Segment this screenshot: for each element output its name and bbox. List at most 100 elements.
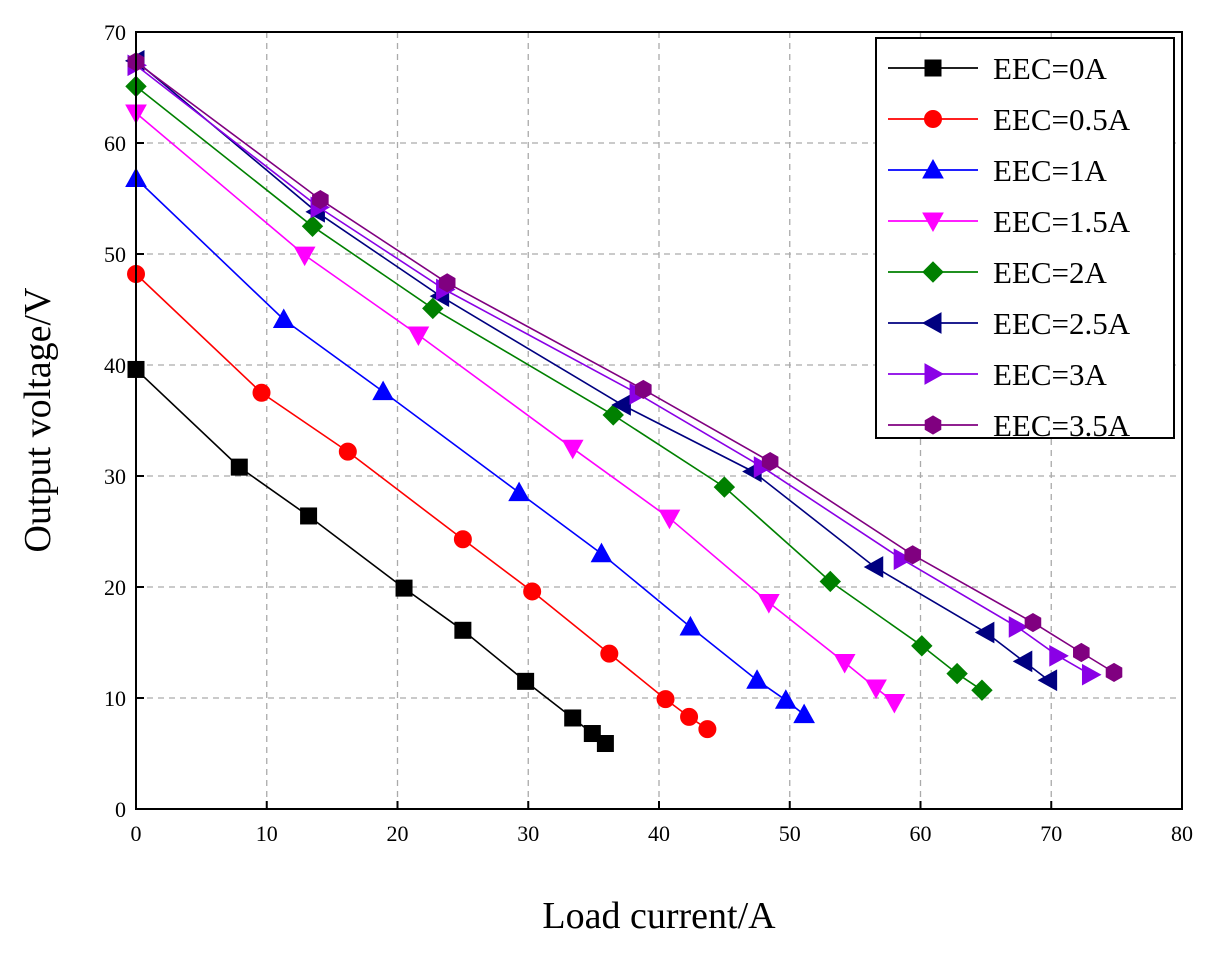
legend-label: EEC=1.5A xyxy=(993,204,1131,239)
legend-marker xyxy=(924,110,942,128)
data-point xyxy=(863,556,884,578)
data-point xyxy=(1105,662,1123,683)
data-point xyxy=(883,693,906,714)
legend-marker xyxy=(921,312,942,334)
data-point xyxy=(746,669,768,689)
data-point xyxy=(1073,642,1090,663)
legend-item: EEC=3A xyxy=(888,357,1108,392)
x-tick-label: 60 xyxy=(910,821,932,846)
legend-label: EEC=2.5A xyxy=(993,306,1131,341)
data-point xyxy=(602,404,624,426)
legend-label: EEC=2A xyxy=(993,255,1108,290)
data-point xyxy=(438,273,456,293)
data-point xyxy=(407,326,430,347)
data-point xyxy=(761,451,779,472)
legend-label: EEC=0A xyxy=(993,51,1108,86)
data-point xyxy=(312,190,329,210)
y-axis-title: Output voltage/V xyxy=(17,287,59,552)
data-point xyxy=(454,621,472,639)
data-point xyxy=(453,530,472,549)
legend-item: EEC=0A xyxy=(888,51,1108,86)
series-line xyxy=(135,368,606,745)
legend-label: EEC=0.5A xyxy=(993,102,1131,137)
legend-label: EEC=3.5A xyxy=(993,408,1131,443)
data-point xyxy=(564,709,582,727)
data-point xyxy=(680,707,699,726)
legend-label: EEC=1A xyxy=(993,153,1108,188)
y-tick-label: 10 xyxy=(104,686,126,711)
data-point xyxy=(272,308,295,328)
data-point xyxy=(422,297,444,320)
data-point xyxy=(911,635,933,657)
data-point xyxy=(1008,616,1029,638)
data-point xyxy=(300,507,318,525)
data-point xyxy=(1024,612,1042,633)
series-0 xyxy=(127,360,614,753)
data-point xyxy=(713,476,736,498)
series-2 xyxy=(125,167,815,724)
legend-marker xyxy=(924,59,942,77)
data-point xyxy=(893,548,914,571)
x-tick-label: 50 xyxy=(779,821,801,846)
data-point xyxy=(679,615,702,636)
legend-item: EEC=2A xyxy=(888,255,1108,290)
data-point xyxy=(293,246,316,267)
data-point xyxy=(1081,663,1102,686)
x-tick-label: 20 xyxy=(387,821,409,846)
series-layer xyxy=(124,50,1123,753)
data-point xyxy=(656,690,675,709)
y-tick-label: 0 xyxy=(115,797,126,822)
x-axis-title: Load current/A xyxy=(542,895,776,937)
legend-item: EEC=1.5A xyxy=(888,204,1131,239)
series-4 xyxy=(125,75,993,701)
data-point xyxy=(517,672,535,690)
x-tick-label: 40 xyxy=(648,821,670,846)
data-point xyxy=(301,215,324,237)
data-point xyxy=(1012,650,1033,673)
series-3 xyxy=(125,104,906,714)
data-point xyxy=(793,703,815,724)
y-tick-label: 40 xyxy=(104,353,126,378)
data-point xyxy=(865,679,887,700)
data-point xyxy=(508,481,530,502)
data-point xyxy=(971,679,993,701)
data-point xyxy=(698,720,717,739)
data-point xyxy=(596,735,614,753)
data-point xyxy=(611,394,631,416)
legend-marker xyxy=(922,212,944,233)
legend-marker xyxy=(924,415,942,435)
data-point xyxy=(658,509,681,530)
data-point xyxy=(395,579,413,597)
x-tick-label: 0 xyxy=(131,821,142,846)
data-point xyxy=(1049,644,1069,667)
x-tick-label: 30 xyxy=(517,821,539,846)
data-point xyxy=(1037,669,1058,692)
y-tick-label: 30 xyxy=(104,464,126,489)
data-point xyxy=(338,442,357,461)
axis-ticks: 0 10 20 30 40 50 60 70 80 0 10 20 30 40 50 60 70 xyxy=(104,20,1193,846)
legend-item: EEC=3.5A xyxy=(888,408,1131,443)
series-line xyxy=(135,112,895,704)
data-point xyxy=(561,439,584,460)
legend-label: EEC=3A xyxy=(993,357,1108,392)
series-line xyxy=(135,273,708,730)
data-point xyxy=(523,582,542,601)
data-point xyxy=(230,458,248,476)
data-point xyxy=(252,383,271,402)
y-tick-label: 50 xyxy=(104,242,126,267)
legend-item: EEC=1A xyxy=(888,153,1108,188)
data-point xyxy=(372,380,394,401)
data-point xyxy=(904,545,921,565)
legend-marker xyxy=(922,261,944,283)
data-point xyxy=(757,594,780,614)
legend-marker xyxy=(922,158,944,179)
legend-item: EEC=2.5A xyxy=(888,306,1131,341)
legend-item: EEC=0.5A xyxy=(888,102,1131,137)
data-point xyxy=(974,621,995,644)
data-point xyxy=(774,689,797,709)
x-tick-label: 10 xyxy=(256,821,278,846)
data-point xyxy=(590,542,613,563)
data-point xyxy=(635,379,652,399)
y-tick-label: 70 xyxy=(104,20,126,45)
